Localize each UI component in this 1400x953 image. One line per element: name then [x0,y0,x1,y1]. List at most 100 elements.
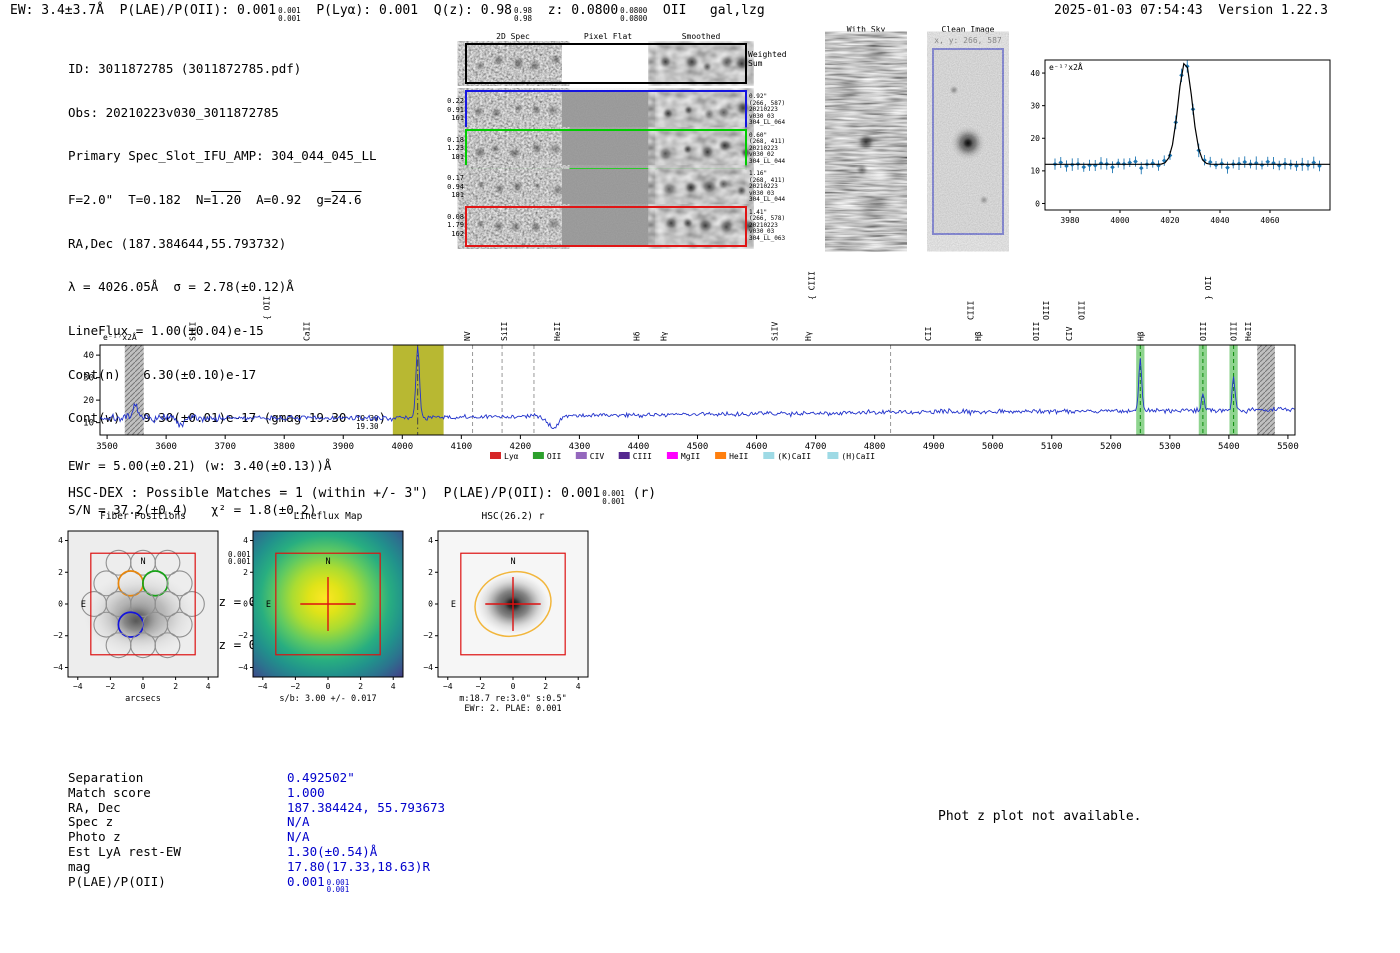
svg-text:CII: CII [924,326,933,341]
spec2d-row-weights: 0.22 0.91 161 [447,97,464,122]
svg-text:CIV: CIV [1065,326,1074,341]
svg-text:−2: −2 [53,631,63,640]
col-title-2d-spec: 2D Spec [496,32,530,41]
svg-text:4600: 4600 [746,442,768,452]
svg-text:0: 0 [141,682,146,691]
svg-text:4900: 4900 [923,442,945,452]
spec2d-image-segment [657,207,757,245]
svg-text:−4: −4 [53,663,63,672]
spec2d-image-segment [467,130,563,168]
summary-plya-qz: P(Lyα): 0.001 Q(z): 0.98 [300,3,513,18]
spec2d-image-segment [657,45,751,82]
match-table-label: Spec z [68,814,114,830]
clean-image-title: Clean Image [941,25,995,34]
match-table-label: RA, Dec [68,799,121,815]
svg-text:2: 2 [428,568,433,577]
svg-text:OIII: OIII [1077,301,1086,320]
info-cont-n: Cont(n) = 6.30(±0.10)e-17 [68,366,257,382]
svg-text:4: 4 [391,682,396,691]
weighted-sum-label: Weighted Sum [748,50,787,68]
svg-text:4: 4 [58,536,63,545]
match-table-label: Separation [68,770,144,785]
svg-text:5000: 5000 [982,442,1004,452]
svg-text:4400: 4400 [628,442,650,452]
spec2d-image-segment [657,92,752,129]
svg-text:E: E [81,600,86,610]
match-table-value: 0.492502" [287,770,355,785]
svg-text:HeII: HeII [729,452,748,461]
spec2d-row-annotation: 1.41" (266, 578) 20210223 v030_03 304_LL_063 [749,208,786,242]
svg-text:SiII: SiII [500,322,509,341]
spec2d-row-weights: 0.08 1.79 162 [447,212,464,238]
svg-text:4800: 4800 [864,442,886,452]
summary-classification: OII gal,lzg [647,3,765,18]
with-sky-image [830,48,902,235]
svg-text:30: 30 [83,374,94,384]
match-table-label: P(LAE)/P(OII) [68,873,166,889]
svg-text:HSC(26.2) r: HSC(26.2) r [482,511,545,522]
svg-text:4300: 4300 [569,442,591,452]
svg-text:3700: 3700 [214,442,236,452]
svg-text:HeII: HeII [1244,322,1253,341]
svg-text:5300: 5300 [1159,442,1181,452]
spec2d-row-annotation: 0.60" (268, 411) 20210223 v030_02 304_LL_044 [749,131,786,165]
lineflux-map-panel: Lineflux Map −4 −4 −2 −2 0 0 2 2 4 4 s/b: 3.00 +/- … [238,511,404,704]
svg-text:−4: −4 [238,663,248,672]
svg-text:4060: 4060 [1260,216,1279,225]
svg-text:2: 2 [243,568,248,577]
timestamp-version: 2025-01-03 07:54:43 Version 1.22.3 [1054,3,1328,18]
svg-text:Hβ: Hβ [1136,331,1145,341]
svg-text:−2: −2 [106,682,116,691]
svg-text:5400: 5400 [1218,442,1240,452]
svg-text:0: 0 [58,600,63,609]
clean-image [932,48,1004,235]
spec2d-row-annotation: 0.92" (266, 587) 20210223 v030_03 304_LL_064 [749,93,786,127]
svg-text:5500: 5500 [1277,442,1299,452]
svg-text:−4: −4 [258,682,268,691]
qz-uncertainty-stack: 0.98 0.98 [514,6,533,23]
svg-text:} OII: } OII [1204,276,1213,300]
svg-text:OIII: OIII [1042,301,1051,320]
svg-text:3500: 3500 [96,442,118,452]
svg-text:4040: 4040 [1210,216,1229,225]
match-table-value: N/A [287,829,310,845]
svg-text:3600: 3600 [155,442,177,452]
svg-text:EWr: 2. PLAE: 0.001: EWr: 2. PLAE: 0.001 [464,704,561,714]
spec2d-row [465,43,751,84]
full-spectrum-plot: 3500 3600 3700 3800 3900 4000 4100 4200 4300 4400… [83,271,1299,461]
svg-text:SiII: SiII [189,322,198,341]
svg-text:5200: 5200 [1100,442,1122,452]
svg-text:Fiber Positions: Fiber Positions [100,511,186,522]
svg-text:3800: 3800 [273,442,295,452]
svg-text:2: 2 [58,568,63,577]
info-sn-chi2: S/N = 37.2(±0.4) χ² = 1.8(±0.2) [68,501,317,517]
svg-text:Lineflux Map: Lineflux Map [294,511,363,522]
spec2d-row-annotation: 1.16" (268, 411) 20210223 v030_03 304_LL_044 [749,170,786,204]
svg-text:4020: 4020 [1160,216,1179,225]
svg-text:5100: 5100 [1041,442,1063,452]
info-ewr: EWr = 5.00(±0.21) (w: 3.40(±0.13))Å [68,458,332,474]
spec2d-image-segment [467,169,566,206]
svg-text:10: 10 [1030,167,1040,176]
svg-text:E: E [266,600,271,610]
spec2d-image-segment [656,130,753,168]
info-primary-spec: Primary Spec_Slot_IFU_AMP: 304_044_045_L… [68,148,377,164]
match-table-label: mag [68,858,91,874]
svg-text:4: 4 [243,536,248,545]
svg-text:4: 4 [428,536,433,545]
match-table-value: 187.384424, 55.793673 [287,799,446,815]
clean-image-xy: x, y: 266, 587 [934,36,1002,45]
z-uncertainty-stack: 0.0800 0.0800 [620,6,648,23]
svg-text:CaII: CaII [303,322,312,341]
spec2d-image-segment [562,130,655,168]
svg-text:0: 0 [243,600,248,609]
summary-header: EW: 3.4±3.7Å P(LAE)/P(OII): 0.001 0.001 0.… [10,3,765,22]
svg-text:0: 0 [511,682,516,691]
svg-text:N: N [140,557,145,567]
svg-text:−4: −4 [423,663,433,672]
spec2d-row [467,169,748,206]
spec2d-image-segment [467,45,562,82]
svg-text:OIII: OIII [1199,322,1208,341]
svg-text:40: 40 [1030,69,1040,78]
match-table-value: 17.80(17.33,18.63)R [287,858,430,874]
